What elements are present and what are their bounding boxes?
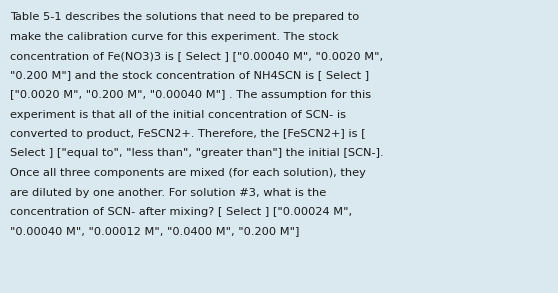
Text: ["0.0020 M", "0.200 M", "0.00040 M"] . The assumption for this: ["0.0020 M", "0.200 M", "0.00040 M"] . T… xyxy=(10,90,371,100)
Text: Select ] ["equal to", "less than", "greater than"] the initial [SCN-].: Select ] ["equal to", "less than", "grea… xyxy=(10,149,384,159)
Text: concentration of SCN- after mixing? [ Select ] ["0.00024 M",: concentration of SCN- after mixing? [ Se… xyxy=(10,207,352,217)
Text: make the calibration curve for this experiment. The stock: make the calibration curve for this expe… xyxy=(10,32,339,42)
Text: "0.00040 M", "0.00012 M", "0.0400 M", "0.200 M"]: "0.00040 M", "0.00012 M", "0.0400 M", "0… xyxy=(10,226,300,236)
Text: converted to product, FeSCN2+. Therefore, the [FeSCN2+] is [: converted to product, FeSCN2+. Therefore… xyxy=(10,129,365,139)
Text: concentration of Fe(NO3)3 is [ Select ] ["0.00040 M", "0.0020 M",: concentration of Fe(NO3)3 is [ Select ] … xyxy=(10,51,383,61)
Text: Once all three components are mixed (for each solution), they: Once all three components are mixed (for… xyxy=(10,168,366,178)
Text: experiment is that all of the initial concentration of SCN- is: experiment is that all of the initial co… xyxy=(10,110,346,120)
Text: Table 5-1 describes the solutions that need to be prepared to: Table 5-1 describes the solutions that n… xyxy=(10,12,359,22)
Text: "0.200 M"] and the stock concentration of NH4SCN is [ Select ]: "0.200 M"] and the stock concentration o… xyxy=(10,71,369,81)
Text: are diluted by one another. For solution #3, what is the: are diluted by one another. For solution… xyxy=(10,188,326,197)
